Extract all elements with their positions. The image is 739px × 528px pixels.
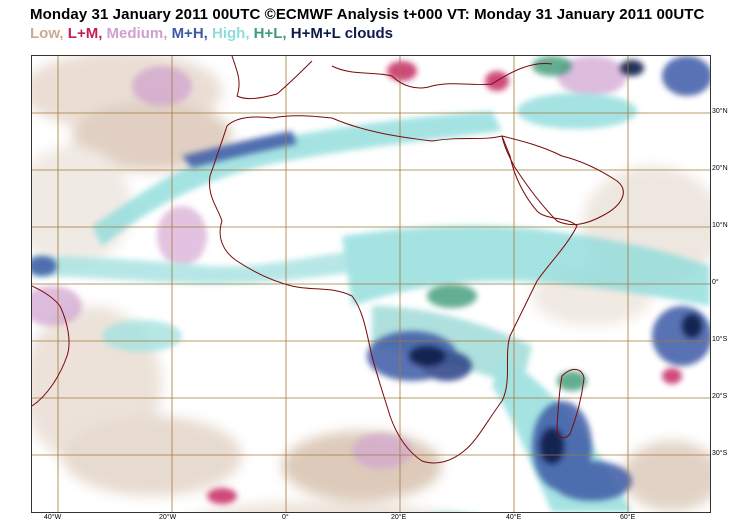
graticule <box>32 56 710 512</box>
lon-label-20e: 20°E <box>391 514 407 521</box>
arabia-coast <box>501 135 624 226</box>
map-title: Monday 31 January 2011 00UTC ©ECMWF Anal… <box>30 6 705 23</box>
cloud-high-low-layer <box>427 56 587 391</box>
coastlines <box>32 56 624 464</box>
lon-label-60e: 60°E <box>620 514 636 521</box>
cloud-legend: Low, L+M, Medium, M+H, High, H+L, H+M+L … <box>30 25 393 42</box>
legend-low: Low, <box>30 25 64 42</box>
madagascar-coast <box>556 369 585 439</box>
legend-medium-high: M+H, <box>171 25 208 42</box>
lon-label-40w: 40°W <box>44 514 62 521</box>
legend-medium: Medium, <box>106 25 168 42</box>
cloud-medium-layer <box>32 56 627 469</box>
lat-label-20s: 20°S <box>712 393 728 400</box>
lat-label-0: 0° <box>712 279 719 286</box>
lat-label-30s: 30°S <box>712 450 728 457</box>
lon-label-0: 0° <box>282 514 289 521</box>
legend-high: High, <box>212 25 250 42</box>
south-america-coast <box>32 285 70 407</box>
legend-low-medium: L+M, <box>67 25 103 42</box>
cloud-map <box>31 55 711 513</box>
europe-coast <box>231 56 553 100</box>
cloud-low-medium-layer <box>207 61 682 504</box>
africa-coast <box>208 115 578 464</box>
legend-high-low: H+L, <box>253 25 287 42</box>
cloud-map-svg <box>32 56 710 512</box>
lat-label-20n: 20°N <box>712 165 728 172</box>
legend-all-layers: H+M+L clouds <box>290 25 394 42</box>
lat-label-10s: 10°S <box>712 336 728 343</box>
lat-label-30n: 30°N <box>712 108 728 115</box>
lon-label-20w: 20°W <box>159 514 177 521</box>
lon-label-40e: 40°E <box>506 514 522 521</box>
lat-label-10n: 10°N <box>712 222 728 229</box>
